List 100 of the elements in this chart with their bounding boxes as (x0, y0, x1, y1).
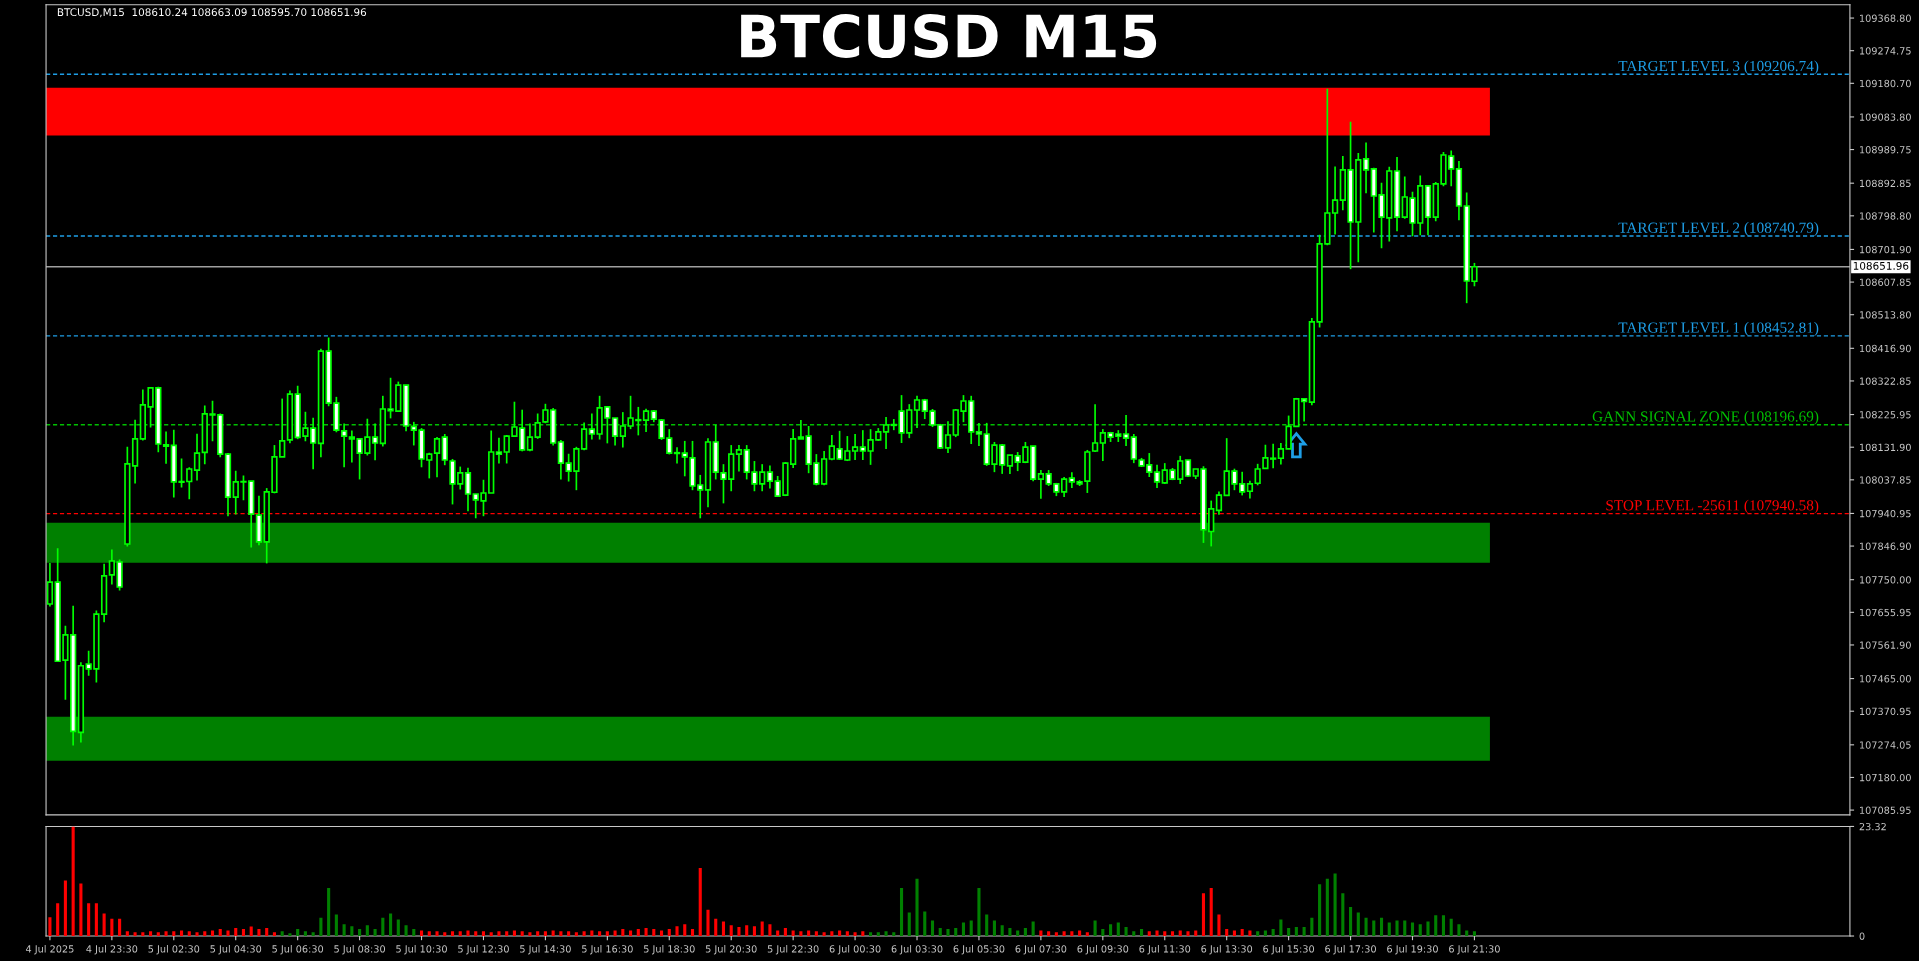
bar (745, 925, 749, 937)
bar (234, 928, 238, 937)
bar (1186, 931, 1190, 937)
bar (1000, 925, 1004, 937)
bar (845, 931, 849, 937)
bar (466, 930, 470, 937)
bar (334, 914, 338, 937)
bar (1031, 921, 1035, 937)
candlestick (495, 436, 503, 465)
ref-line-label: GANN SIGNAL ZONE (108196.69) (1592, 410, 1819, 425)
bar (1457, 924, 1461, 937)
bar (1016, 930, 1020, 937)
bar (683, 924, 687, 937)
bar (210, 930, 215, 937)
bar (1287, 928, 1291, 937)
candlestick (433, 436, 441, 479)
bar (358, 928, 362, 937)
bar (125, 931, 129, 937)
bar (110, 918, 114, 937)
bar (1085, 932, 1089, 937)
bar (311, 932, 315, 937)
bar (1201, 893, 1206, 937)
bar (954, 928, 958, 937)
candlestick (46, 562, 54, 608)
bar (1333, 873, 1337, 937)
candlestick (611, 417, 619, 447)
bar (48, 917, 52, 937)
bar (94, 903, 98, 937)
ref-line-label: TARGET LEVEL 3 (109206.74) (1618, 60, 1819, 75)
bar (1372, 920, 1376, 937)
bar (1294, 927, 1298, 937)
bar (629, 930, 633, 937)
bar (265, 928, 269, 937)
bar (1263, 930, 1267, 937)
bar (1093, 920, 1097, 937)
bar (946, 928, 950, 937)
bar (1434, 915, 1438, 937)
bar (280, 931, 284, 937)
y-tick-label: 107085.95 (1860, 806, 1911, 814)
bar (1364, 917, 1368, 937)
bar (822, 932, 826, 937)
bar (1318, 884, 1322, 937)
bar (481, 931, 486, 937)
ref-line-label: 108651.96 (1853, 261, 1909, 270)
bar (1302, 927, 1306, 937)
bar (876, 932, 880, 937)
bar (799, 931, 803, 937)
bar (1472, 931, 1476, 937)
x-tick-label: 5 Jul 06:30 (272, 945, 324, 955)
bar (141, 932, 145, 937)
bar (288, 933, 292, 937)
bar (1387, 922, 1391, 937)
y-tick-label: 107370.95 (1860, 707, 1911, 716)
x-tick-label: 6 Jul 00:30 (829, 945, 881, 955)
bar (427, 931, 431, 937)
x-tick-label: 5 Jul 02:30 (148, 945, 200, 955)
candlestick (526, 422, 534, 453)
y-tick-label: 107846.90 (1860, 542, 1911, 550)
bar (675, 926, 679, 937)
bar (226, 930, 230, 937)
bar (923, 911, 927, 937)
bar (435, 931, 439, 937)
candlestick (735, 444, 743, 473)
bar (520, 931, 524, 937)
y-tick-label: 107465.00 (1860, 675, 1911, 683)
bar (907, 912, 911, 937)
bar (1062, 931, 1066, 937)
bar (869, 932, 873, 937)
x-tick-label: 5 Jul 16:30 (582, 945, 633, 955)
bar (528, 932, 532, 937)
candlestick (1006, 454, 1014, 475)
bar (458, 931, 462, 937)
bar (1232, 930, 1236, 937)
bar (195, 932, 199, 937)
bar (1325, 878, 1329, 937)
annotation: BTCUSD,M15 108610.24 108663.09 108595.70 108651.96 (57, 8, 367, 18)
y-tick-label: 107655.95 (1860, 608, 1911, 617)
y-tick-label: 107940.95 (1860, 509, 1911, 518)
bar (63, 880, 67, 937)
bar (56, 903, 60, 937)
bar (419, 930, 424, 937)
bar (768, 924, 772, 937)
bar (512, 930, 516, 937)
x-tick-label: 5 Jul 12:30 (458, 945, 509, 955)
bar (327, 888, 331, 937)
bar (621, 928, 625, 937)
bar (1217, 914, 1221, 937)
bar (613, 930, 617, 937)
bar (1155, 930, 1159, 937)
bar (241, 928, 246, 937)
bar (559, 931, 563, 937)
bar (1070, 931, 1074, 937)
bar (543, 931, 547, 937)
bar (489, 932, 493, 937)
bar (1395, 920, 1399, 937)
bar (1248, 930, 1252, 937)
candlestick (1215, 490, 1223, 516)
bar (760, 921, 764, 937)
bar (1109, 924, 1113, 937)
bar (1379, 917, 1384, 937)
